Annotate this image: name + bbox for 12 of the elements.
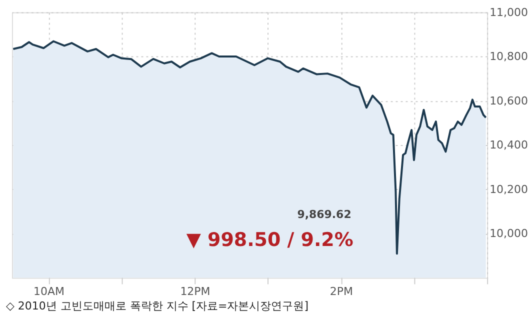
x-tick-label: 10AM bbox=[34, 285, 64, 298]
y-tick-label: 10,400 bbox=[490, 138, 528, 152]
y-tick-label: 10,000 bbox=[490, 227, 528, 240]
y-tick-label: 10,600 bbox=[490, 94, 528, 108]
y-tick-label: 10,200 bbox=[490, 182, 528, 196]
annotation: ▼ 998.50 / 9.2% bbox=[186, 228, 354, 251]
text: ◇ 2010년 고빈도매매로 폭락한 지수 [자료=자본시장연구원] bbox=[6, 300, 309, 313]
y-tick-label: 11,000 bbox=[490, 6, 528, 19]
annotation: 9,869.62 bbox=[297, 208, 352, 221]
y-tick-label: 10,800 bbox=[490, 50, 528, 64]
x-tick-label: 2PM bbox=[330, 285, 353, 298]
x-tick-label: 12PM bbox=[180, 285, 210, 298]
